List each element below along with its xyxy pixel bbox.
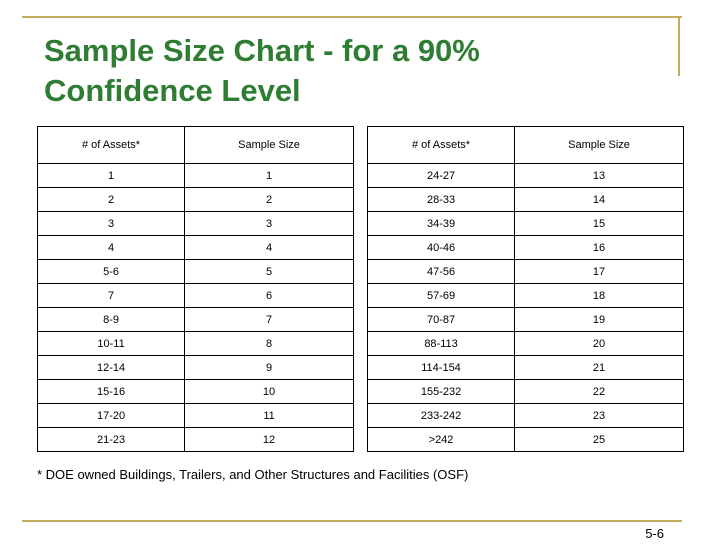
corner-divider <box>678 16 680 76</box>
table-row: 15-16 10 <box>36 379 354 404</box>
bottom-divider <box>22 520 682 522</box>
sample-size-cell: 11 <box>184 403 354 428</box>
table-row: 10-11 8 <box>36 331 354 356</box>
assets-cell: 28-33 <box>366 187 516 212</box>
assets-cell: 8-9 <box>36 307 186 332</box>
sample-size-cell: 19 <box>514 307 684 332</box>
sample-size-column-header: Sample Size <box>514 126 684 164</box>
table-row: 24-27 13 <box>366 163 684 188</box>
assets-cell: 1 <box>36 163 186 188</box>
sample-size-cell: 3 <box>184 211 354 236</box>
sample-size-cell: 1 <box>184 163 354 188</box>
table-row: 21-23 12 <box>36 427 354 452</box>
assets-cell: 155-232 <box>366 379 516 404</box>
table-body-right: 24-27 13 28-33 14 34-39 15 40-46 16 47-56 17 57-69… <box>366 163 684 452</box>
assets-cell: 5-6 <box>36 259 186 284</box>
sample-size-cell: 16 <box>514 235 684 260</box>
assets-cell: 34-39 <box>366 211 516 236</box>
assets-cell: 40-46 <box>366 235 516 260</box>
table-header-row: # of Assets* Sample Size <box>36 126 354 164</box>
assets-column-header: # of Assets* <box>366 126 516 164</box>
sample-size-cell: 5 <box>184 259 354 284</box>
sample-size-table-right: # of Assets* Sample Size 24-27 13 28-33 14 3… <box>366 126 684 452</box>
assets-column-header: # of Assets* <box>36 126 186 164</box>
sample-size-cell: 22 <box>514 379 684 404</box>
table-row: 155-232 22 <box>366 379 684 404</box>
sample-size-cell: 6 <box>184 283 354 308</box>
sample-size-cell: 12 <box>184 427 354 452</box>
table-row: 17-20 11 <box>36 403 354 428</box>
assets-cell: 88-113 <box>366 331 516 356</box>
assets-cell: >242 <box>366 427 516 452</box>
table-row: 47-56 17 <box>366 259 684 284</box>
sample-size-cell: 10 <box>184 379 354 404</box>
assets-cell: 2 <box>36 187 186 212</box>
sample-size-cell: 2 <box>184 187 354 212</box>
sample-size-cell: 13 <box>514 163 684 188</box>
sample-size-table-left: # of Assets* Sample Size 1 1 2 2 3 3 4 4 5-6 5 7 6 8… <box>36 126 354 452</box>
sample-size-cell: 14 <box>514 187 684 212</box>
sample-size-cell: 17 <box>514 259 684 284</box>
sample-size-cell: 21 <box>514 355 684 380</box>
sample-size-column-header: Sample Size <box>184 126 354 164</box>
sample-size-cell: 20 <box>514 331 684 356</box>
assets-cell: 114-154 <box>366 355 516 380</box>
sample-size-cell: 18 <box>514 283 684 308</box>
assets-cell: 70-87 <box>366 307 516 332</box>
assets-cell: 15-16 <box>36 379 186 404</box>
page-number: 5-6 <box>645 526 664 541</box>
table-row: 114-154 21 <box>366 355 684 380</box>
sample-size-cell: 7 <box>184 307 354 332</box>
assets-cell: 21-23 <box>36 427 186 452</box>
table-row: 28-33 14 <box>366 187 684 212</box>
sample-size-cell: 15 <box>514 211 684 236</box>
assets-cell: 57-69 <box>366 283 516 308</box>
sample-size-cell: 4 <box>184 235 354 260</box>
assets-cell: 12-14 <box>36 355 186 380</box>
table-row: 233-242 23 <box>366 403 684 428</box>
table-row: 88-113 20 <box>366 331 684 356</box>
table-row: 5-6 5 <box>36 259 354 284</box>
table-row: 12-14 9 <box>36 355 354 380</box>
table-row: >242 25 <box>366 427 684 452</box>
table-row: 8-9 7 <box>36 307 354 332</box>
slide-title: Sample Size Chart - for a 90% Confidence… <box>44 33 480 108</box>
assets-cell: 47-56 <box>366 259 516 284</box>
top-divider <box>22 16 682 18</box>
table-body-left: 1 1 2 2 3 3 4 4 5-6 5 7 6 8-9 7 10-11 8 12-14 9 15-16 10 17-… <box>36 163 354 452</box>
assets-cell: 233-242 <box>366 403 516 428</box>
table-row: 40-46 16 <box>366 235 684 260</box>
sample-size-cell: 8 <box>184 331 354 356</box>
assets-cell: 17-20 <box>36 403 186 428</box>
footnote: * DOE owned Buildings, Trailers, and Oth… <box>37 467 469 482</box>
assets-cell: 3 <box>36 211 186 236</box>
sample-size-cell: 25 <box>514 427 684 452</box>
assets-cell: 24-27 <box>366 163 516 188</box>
assets-cell: 7 <box>36 283 186 308</box>
sample-size-cell: 23 <box>514 403 684 428</box>
table-row: 34-39 15 <box>366 211 684 236</box>
assets-cell: 4 <box>36 235 186 260</box>
table-row: 57-69 18 <box>366 283 684 308</box>
table-row: 70-87 19 <box>366 307 684 332</box>
assets-cell: 10-11 <box>36 331 186 356</box>
sample-size-cell: 9 <box>184 355 354 380</box>
table-header-row: # of Assets* Sample Size <box>366 126 684 164</box>
